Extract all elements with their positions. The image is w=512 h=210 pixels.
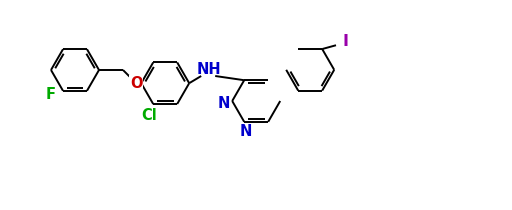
Text: F: F — [46, 87, 56, 102]
Text: Cl: Cl — [141, 109, 157, 123]
Text: O: O — [130, 76, 142, 91]
Text: N: N — [240, 124, 252, 139]
Text: N: N — [218, 96, 230, 110]
Text: NH: NH — [197, 63, 222, 77]
Text: I: I — [342, 34, 348, 49]
